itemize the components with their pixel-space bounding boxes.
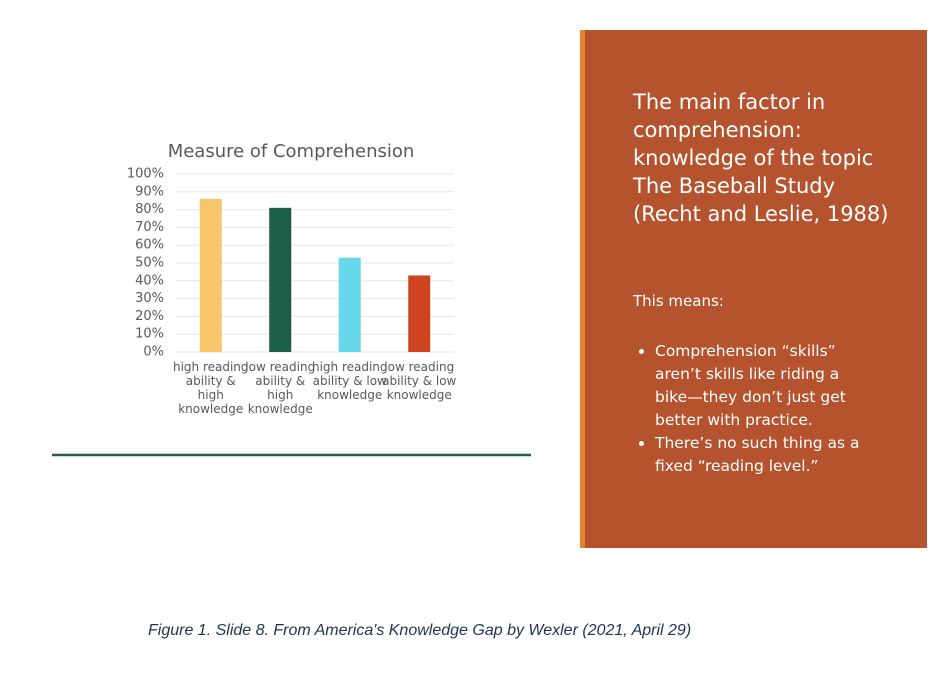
y-tick-label: 0% (143, 345, 164, 360)
y-tick-label: 100% (127, 167, 164, 182)
chart-title: Measure of Comprehension (168, 141, 415, 162)
heading-line: comprehension: (633, 118, 802, 142)
heading-line: The Baseball Study (633, 174, 836, 198)
y-tick-label: 60% (135, 238, 164, 253)
panel: The main factor in comprehension: knowledg… (580, 30, 927, 548)
bar (269, 207, 292, 352)
bullet-list: Comprehension “skills” aren’t skills lik… (633, 340, 870, 478)
x-tick-label: high reading ability & high knowledge (172, 360, 249, 416)
bar (338, 257, 361, 352)
caption: Figure 1. Slide 8. From America's Knowle… (148, 622, 692, 639)
y-tick-label: 90% (135, 184, 164, 199)
y-tick-label: 30% (135, 291, 164, 306)
heading-line: The main factor in (633, 90, 826, 114)
y-tick-label: 20% (135, 309, 164, 324)
bar (199, 198, 222, 352)
x-tick-label: low reading ability & high knowledge (245, 360, 316, 416)
bullet: There’s no such thing as a fixed “readin… (655, 432, 870, 478)
x-tick-label: high reading ability & low knowledge (311, 360, 388, 402)
heading-line: (Recht and Leslie, 1988) (633, 202, 889, 226)
x-tick-label: low reading ability & low knowledge (382, 360, 457, 402)
bar (408, 275, 431, 352)
heading-line: knowledge of the topic (633, 146, 874, 170)
panel-subheading: This means: (633, 292, 724, 310)
y-tick-label: 40% (135, 273, 164, 288)
y-tick-label: 50% (135, 256, 164, 271)
bullet: Comprehension “skills” aren’t skills lik… (655, 340, 870, 432)
y-tick-label: 80% (135, 202, 164, 217)
y-tick-label: 70% (135, 220, 164, 235)
y-tick-label: 10% (135, 327, 164, 342)
panel-heading: The main factor in comprehension: knowledg… (633, 88, 888, 228)
